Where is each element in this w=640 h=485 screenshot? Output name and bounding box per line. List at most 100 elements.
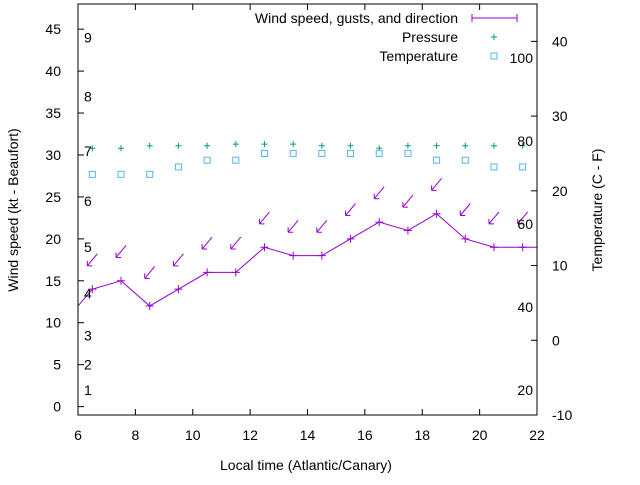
wind-speed-point xyxy=(88,285,97,294)
y-tick-label: 30 xyxy=(45,147,61,163)
pressure-point xyxy=(318,142,325,149)
wind-speed-point xyxy=(432,209,441,218)
y2-tick-label: 20 xyxy=(552,183,568,199)
pressure-point xyxy=(290,141,297,148)
y-tick-label: 25 xyxy=(45,189,61,205)
beaufort-label: 5 xyxy=(84,239,92,255)
x-tick-label: 12 xyxy=(242,427,258,443)
temperature-point xyxy=(347,149,355,157)
y-tick-label: 35 xyxy=(45,105,61,121)
pressure-point xyxy=(146,142,153,149)
pressure-point xyxy=(347,142,354,149)
temperature-point xyxy=(146,170,154,178)
beaufort-label: 6 xyxy=(84,193,92,209)
wind-speed-point xyxy=(317,251,326,260)
temperature-point xyxy=(318,149,326,157)
temperature-point xyxy=(289,149,297,157)
gust-arrow xyxy=(258,211,270,225)
gust-arrow xyxy=(172,253,184,267)
beaufort-label: 2 xyxy=(84,357,92,373)
pressure-point xyxy=(118,145,125,152)
wind-speed-line xyxy=(78,213,537,307)
y2-axis-title: Temperature (C - F) xyxy=(589,149,605,272)
wind-speed-point xyxy=(461,234,470,243)
pressure-point xyxy=(490,142,497,149)
legend-pressure-marker xyxy=(491,34,497,40)
x-tick-label: 20 xyxy=(472,427,488,443)
x-tick-label: 22 xyxy=(529,427,545,443)
pressure-point xyxy=(462,142,469,149)
wind-speed-point xyxy=(117,276,126,285)
gust-arrow xyxy=(316,219,328,233)
temperature-point xyxy=(117,170,125,178)
x-tick-label: 16 xyxy=(357,427,373,443)
temperature-point xyxy=(461,156,469,164)
wind-speed-point xyxy=(518,243,527,252)
wind-speed-point xyxy=(260,243,269,252)
temperature-point xyxy=(88,170,96,178)
pressure-point xyxy=(404,142,411,149)
temperature-point xyxy=(433,156,441,164)
gust-arrow xyxy=(517,211,529,225)
gust-arrow xyxy=(459,203,471,216)
wind-speed-point xyxy=(174,285,183,294)
temperature-point xyxy=(203,156,211,164)
wind-speed-point xyxy=(289,251,298,260)
beaufort-label: 3 xyxy=(84,327,92,343)
pressure-point xyxy=(175,142,182,149)
fahrenheit-label: 20 xyxy=(517,382,533,398)
y2-tick-label: -10 xyxy=(552,407,572,423)
gust-arrow xyxy=(402,194,414,208)
beaufort-label: 7 xyxy=(84,143,92,159)
x-tick-label: 6 xyxy=(74,427,82,443)
fahrenheit-label: 40 xyxy=(517,299,533,315)
y-tick-label: 15 xyxy=(45,273,61,289)
gust-arrow xyxy=(230,236,242,250)
y-axis-title: Wind speed (kt - Beaufort) xyxy=(5,128,21,291)
temperature-point xyxy=(232,156,240,164)
fahrenheit-label: 80 xyxy=(517,133,533,149)
pressure-point xyxy=(433,142,440,149)
gust-arrow xyxy=(546,212,556,224)
beaufort-label: 1 xyxy=(84,382,92,398)
temperature-point xyxy=(490,163,498,171)
x-axis-title: Local time (Atlantic/Canary) xyxy=(220,457,392,473)
gust-arrow xyxy=(287,219,299,233)
y2-tick-label: 30 xyxy=(552,108,568,124)
y2-tick-label: 40 xyxy=(552,33,568,49)
y2-tick-label: 10 xyxy=(552,258,568,274)
gust-arrow xyxy=(488,211,500,225)
gust-arrow xyxy=(345,203,356,216)
temperature-point xyxy=(519,163,527,171)
wind-speed-point xyxy=(346,234,355,243)
gust-arrow xyxy=(144,266,156,279)
pressure-point xyxy=(519,142,526,149)
temperature-point xyxy=(375,149,383,157)
legend-label: Pressure xyxy=(402,29,458,45)
legend-temperature-marker xyxy=(490,52,498,60)
y-tick-label: 10 xyxy=(45,315,61,331)
gust-arrow xyxy=(373,186,385,200)
wind-speed-point xyxy=(489,243,498,252)
pressure-point xyxy=(89,145,96,152)
legend-label: Wind speed, gusts, and direction xyxy=(255,10,458,26)
wind-speed-point xyxy=(547,243,555,251)
x-tick-label: 14 xyxy=(300,427,316,443)
fahrenheit-label: 100 xyxy=(510,50,534,66)
wind-speed-point xyxy=(231,268,240,277)
pressure-point xyxy=(261,141,268,148)
x-tick-label: 18 xyxy=(414,427,430,443)
x-tick-label: 8 xyxy=(131,427,139,443)
gust-arrow xyxy=(431,178,442,191)
gust-arrow xyxy=(201,236,213,250)
gust-arrow xyxy=(86,253,98,267)
beaufort-label: 8 xyxy=(84,88,92,104)
wind-speed-point xyxy=(145,301,154,310)
beaufort-label: 9 xyxy=(84,30,92,46)
legend-label: Temperature xyxy=(379,48,458,64)
fahrenheit-label: 60 xyxy=(517,216,533,232)
y-tick-label: 0 xyxy=(53,399,61,415)
y-tick-label: 5 xyxy=(53,357,61,373)
y2-tick-label: 0 xyxy=(552,332,560,348)
